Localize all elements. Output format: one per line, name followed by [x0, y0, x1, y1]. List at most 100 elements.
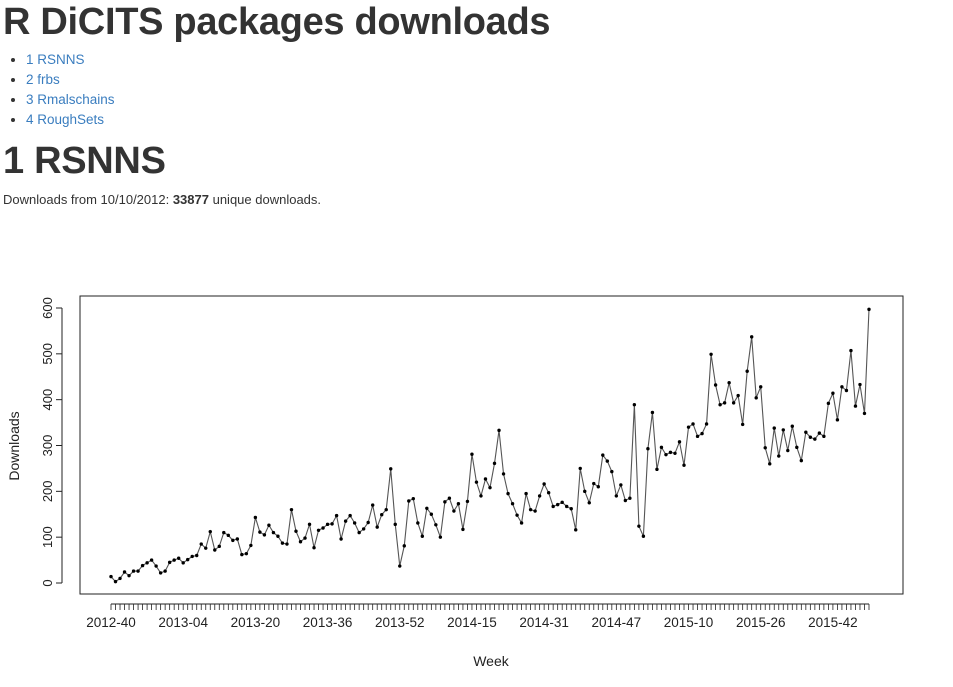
data-point: [668, 450, 673, 455]
data-point: [172, 558, 176, 562]
data-point: [677, 440, 682, 444]
y-tick-label: 200: [40, 480, 55, 502]
data-point: [285, 542, 289, 546]
data-point: [267, 523, 271, 527]
data-point: [731, 401, 736, 405]
data-point: [542, 482, 546, 486]
data-point: [438, 535, 443, 539]
data-point: [817, 431, 822, 435]
data-point: [506, 491, 510, 496]
data-point: [601, 453, 605, 457]
data-point: [199, 542, 203, 546]
data-point: [262, 533, 267, 537]
data-point: [298, 540, 303, 544]
data-point: [623, 498, 628, 503]
data-point: [136, 569, 140, 573]
data-point: [709, 352, 713, 356]
data-point: [443, 500, 447, 504]
data-point: [452, 509, 456, 513]
data-point: [628, 496, 632, 500]
data-point: [740, 422, 745, 427]
data-point: [795, 445, 799, 450]
data-point: [122, 570, 127, 574]
data-point: [592, 481, 596, 486]
data-point: [704, 422, 709, 426]
data-point: [204, 546, 208, 550]
data-point: [131, 569, 136, 573]
data-point: [646, 447, 650, 451]
data-point: [759, 385, 763, 389]
toc-item: 4 RoughSets: [26, 110, 115, 130]
data-point: [190, 554, 194, 559]
data-point: [655, 467, 659, 472]
data-point: [614, 494, 619, 498]
data-point: [700, 431, 704, 436]
data-point: [754, 396, 758, 400]
data-point: [154, 564, 158, 568]
y-axis: 0 100 200 300 400 500 600: [40, 297, 63, 587]
x-tick-label: 2013-52: [375, 615, 425, 630]
toc-link-frbs[interactable]: 2 frbs: [26, 72, 60, 87]
x-tick-label: 2015-10: [664, 615, 714, 630]
data-point: [249, 543, 253, 548]
data-point: [772, 426, 776, 430]
x-tick-label: 2015-42: [808, 615, 858, 630]
data-point: [113, 579, 118, 584]
data-point: [289, 507, 294, 512]
data-point: [186, 557, 190, 562]
data-point: [456, 502, 461, 506]
data-point: [686, 425, 691, 429]
data-point: [510, 502, 515, 506]
data-point: [695, 434, 700, 439]
data-point: [501, 472, 506, 476]
toc-item: 2 frbs: [26, 70, 115, 90]
data-point: [718, 403, 722, 407]
data-point: [831, 391, 835, 395]
data-point: [303, 536, 307, 540]
data-point: [361, 527, 366, 531]
data-point: [479, 494, 483, 498]
toc-link-roughsets[interactable]: 4 RoughSets: [26, 112, 105, 127]
data-point: [325, 522, 330, 527]
data-point: [425, 506, 429, 510]
toc-item: 1 RSNNS: [26, 50, 115, 70]
data-point: [244, 551, 249, 556]
data-point: [565, 504, 569, 509]
data-point: [844, 388, 849, 393]
x-axis: 2012-40 2013-04 2013-20 2013-36 2013-52 2014-…: [86, 603, 870, 630]
data-point: [574, 528, 578, 532]
data-point: [768, 462, 772, 466]
data-point: [749, 335, 754, 339]
data-point: [163, 569, 167, 573]
data-point: [384, 507, 388, 512]
plot-frame: [79, 295, 904, 595]
data-point: [596, 485, 600, 489]
table-of-contents: 1 RSNNS 2 frbs 3 Rmalschains 4 RoughSets: [8, 50, 115, 130]
data-point: [488, 485, 492, 490]
y-tick-label: 400: [40, 389, 55, 411]
y-tick-label: 100: [40, 526, 55, 548]
data-point: [149, 558, 154, 562]
data-point: [465, 499, 470, 504]
data-point: [822, 434, 826, 439]
data-point: [118, 576, 122, 581]
y-tick-label: 500: [40, 343, 55, 365]
data-point: [109, 574, 113, 579]
data-point: [537, 494, 542, 498]
page-title: R DiCITS packages downloads: [3, 1, 551, 43]
data-point: [528, 507, 533, 512]
data-point: [348, 513, 352, 518]
data-point: [380, 513, 384, 517]
data-point: [808, 435, 813, 439]
data-point: [650, 410, 655, 415]
data-point: [375, 525, 379, 529]
data-point: [208, 529, 212, 534]
data-point: [222, 530, 226, 535]
data-point: [560, 500, 564, 505]
data-point: [849, 348, 853, 353]
data-point: [578, 466, 582, 471]
toc-link-rsnns[interactable]: 1 RSNNS: [26, 52, 85, 67]
data-point: [140, 563, 145, 568]
x-tick-label: 2013-20: [231, 615, 281, 630]
toc-link-rmalschains[interactable]: 3 Rmalschains: [26, 92, 115, 107]
